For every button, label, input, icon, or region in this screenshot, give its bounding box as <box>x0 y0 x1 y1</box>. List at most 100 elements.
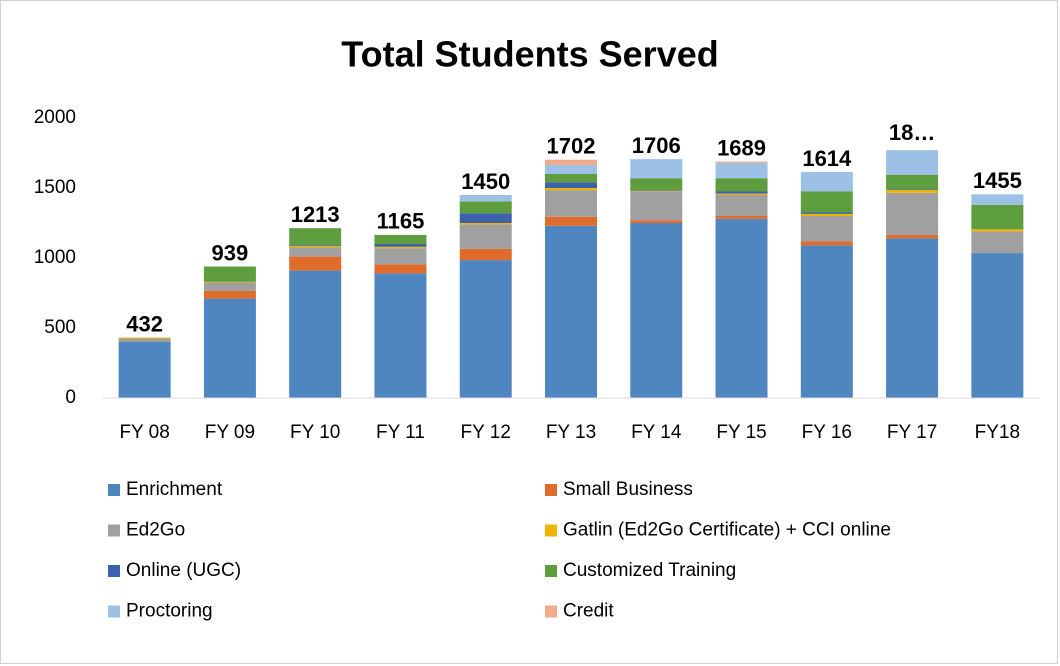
bar-segment <box>459 248 512 261</box>
bar-segment <box>715 191 768 194</box>
bar-segment <box>203 266 256 282</box>
legend-label: Proctoring <box>126 601 213 622</box>
legend-label: Customized Training <box>563 560 736 581</box>
bar-segment <box>203 298 256 398</box>
legend-label: Ed2Go <box>126 520 185 541</box>
bar-segment <box>971 253 1024 398</box>
legend-label: Small Business <box>563 479 693 500</box>
total-label: 432 <box>126 311 163 336</box>
bar-segment <box>545 216 597 226</box>
bar-segment <box>118 338 171 342</box>
total-label: 1689 <box>717 135 766 160</box>
bar-segment <box>459 213 512 223</box>
x-tick-label: FY 12 <box>461 422 511 443</box>
bar-segment <box>971 231 1024 254</box>
bar-segment <box>630 223 683 398</box>
bar-segment <box>715 195 768 216</box>
legend-swatch <box>545 524 557 537</box>
bar-segment <box>459 260 512 398</box>
bar-segment <box>971 229 1024 232</box>
bar-segment <box>545 188 597 191</box>
bar-segment <box>374 264 427 274</box>
legend-swatch <box>545 605 557 618</box>
bar-segment <box>545 164 597 174</box>
y-tick-label: 1000 <box>34 247 76 268</box>
total-label: 1614 <box>802 146 852 171</box>
bar-segment <box>715 218 768 398</box>
bar-segment <box>971 204 1024 230</box>
bar-segment <box>374 273 427 398</box>
bar-segment <box>630 220 683 223</box>
total-label: 18… <box>889 120 935 145</box>
total-label: 1706 <box>632 133 681 158</box>
bar-segment <box>800 212 853 214</box>
bar-segment <box>971 194 1024 205</box>
bar-segment <box>800 245 853 398</box>
bar-segment <box>459 195 512 202</box>
total-label: 1702 <box>547 134 596 159</box>
bar-segment <box>545 159 597 165</box>
total-label: 939 <box>212 240 249 265</box>
bar-segment <box>886 190 939 193</box>
bar-segment <box>715 178 768 192</box>
bar-segment <box>800 216 853 242</box>
bar-segment <box>800 213 853 216</box>
bar-segment <box>545 225 597 398</box>
legend-swatch <box>545 565 557 577</box>
bar-segment <box>118 342 171 398</box>
legend-swatch <box>108 484 120 496</box>
bar-segment <box>630 190 683 191</box>
x-tick-label: FY 09 <box>205 422 255 443</box>
bar-segment <box>545 190 597 217</box>
bar-segment <box>289 270 342 398</box>
bar-segment <box>630 159 683 179</box>
bar-segment <box>289 256 342 271</box>
bar-segment <box>374 234 427 244</box>
bar-segment <box>374 246 427 249</box>
bar-segment <box>374 244 427 247</box>
bar-segment <box>800 191 853 213</box>
legend-swatch <box>108 605 120 618</box>
x-tick-label: FY 10 <box>290 422 340 443</box>
bar-segment <box>886 238 939 398</box>
y-tick-label: 500 <box>44 317 76 338</box>
x-tick-label: FY18 <box>975 422 1020 443</box>
bar-segment <box>374 248 427 265</box>
x-tick-label: FY 11 <box>376 422 425 443</box>
bar-segment <box>545 182 597 188</box>
bar-segment <box>715 161 768 163</box>
legend-label: Online (UGC) <box>126 560 241 581</box>
bar-segment <box>630 178 683 191</box>
legend-label: Enrichment <box>126 479 223 500</box>
total-label: 1165 <box>377 209 425 234</box>
bar-segment <box>459 201 512 214</box>
chart-title: Total Students Served <box>341 34 718 75</box>
bar-segment <box>800 172 853 192</box>
y-tick-label: 0 <box>65 387 76 408</box>
bar-segment <box>886 192 939 235</box>
bar-segment <box>886 174 939 190</box>
legend-label: Gatlin (Ed2Go Certificate) + CCI online <box>563 520 891 541</box>
total-label: 1450 <box>461 169 510 194</box>
bar-segment <box>630 191 683 221</box>
bar-segment <box>203 281 256 283</box>
bar-segment <box>289 228 342 246</box>
y-tick-label: 1500 <box>34 177 76 198</box>
bar-segment <box>203 282 256 291</box>
bar-segment <box>886 234 939 239</box>
bar-segment <box>203 290 256 299</box>
bar-segment <box>289 246 342 248</box>
x-tick-label: FY 13 <box>546 422 596 443</box>
x-tick-label: FY 14 <box>631 422 682 443</box>
bar-segment <box>289 247 342 257</box>
bar-segment <box>459 224 512 249</box>
bar-segment <box>886 189 939 191</box>
bar-segment <box>715 216 768 219</box>
bar-segment <box>800 241 853 246</box>
x-tick-label: FY 08 <box>119 422 169 443</box>
total-label: 1213 <box>291 202 340 227</box>
bar-segment <box>118 337 171 339</box>
legend-swatch <box>108 524 120 537</box>
